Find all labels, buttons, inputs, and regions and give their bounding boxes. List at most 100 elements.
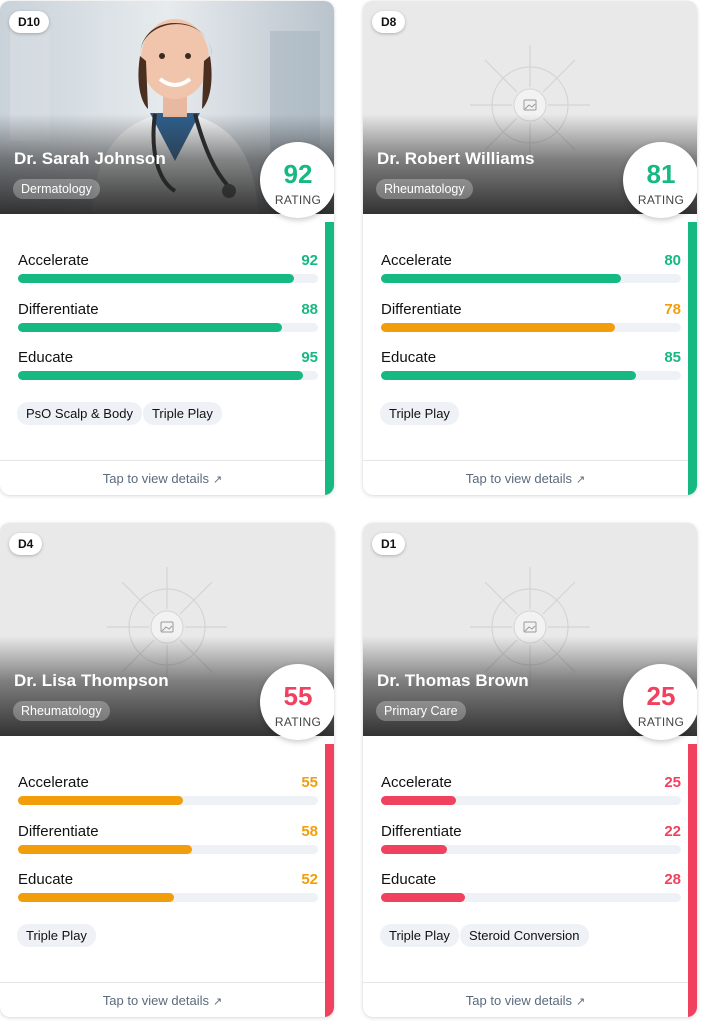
view-details-link[interactable]: Tap to view details ↗ [0,982,325,1017]
metric-value: 22 [664,823,681,840]
doctor-rank-badge: D4 [9,533,43,555]
metric-label: Differentiate [381,301,462,318]
metric-value: 52 [301,871,318,888]
metric-label: Educate [18,349,74,366]
rating-label: RATING [637,193,685,207]
doctor-rank-badge: D8 [372,11,406,33]
metric-progress-track [381,323,681,332]
metric-progress-track [381,893,681,902]
doctor-card[interactable]: Dr. Lisa Thompson Rheumatology D4 55 RATING A… [0,523,334,1017]
metric-label: Accelerate [18,774,89,791]
tag-chip: Triple Play [380,924,459,947]
metric-value: 55 [301,774,318,791]
metric-progress-track [18,893,318,902]
doctor-photo: Dr. Sarah Johnson Dermatology D10 [0,1,334,214]
view-details-link[interactable]: Tap to view details ↗ [363,460,688,495]
tag-list: Triple Play Steroid Conversion [380,924,590,947]
doctor-name: Dr. Sarah Johnson [14,149,166,168]
arrow-up-right-icon: ↗ [213,474,223,486]
metric-label: Educate [381,349,437,366]
metric-progress-track [381,845,681,854]
metric-progress-fill [381,893,465,902]
metric-progress-track [18,274,318,283]
metric-value: 25 [664,774,681,791]
metric-value: 88 [301,301,318,318]
metric-progress-fill [381,371,636,380]
metric-progress-fill [18,893,174,902]
score-accent-bar [688,222,697,495]
rating-circle: 25 RATING [623,664,697,740]
arrow-up-right-icon: ↗ [213,996,223,1008]
view-details-label: Tap to view details [102,993,209,1008]
tag-chip: PsO Scalp & Body [17,402,142,425]
metric-progress-track [381,274,681,283]
metric-label: Differentiate [18,823,99,840]
rating-value: 25 [646,681,676,711]
view-details-label: Tap to view details [465,471,572,486]
metric-label: Differentiate [18,301,99,318]
doctor-card[interactable]: Dr. Sarah Johnson Dermatology D10 92 RATING A… [0,1,334,495]
arrow-up-right-icon: ↗ [576,996,586,1008]
metric-value: 85 [664,349,681,366]
doctor-name: Dr. Lisa Thompson [14,671,169,690]
tag-chip: Triple Play [17,924,96,947]
rating-label: RATING [637,715,685,729]
image-placeholder-icon [470,45,590,165]
view-details-label: Tap to view details [465,993,572,1008]
rating-value: 81 [646,159,676,189]
rating-circle: 55 RATING [260,664,334,740]
doctor-card[interactable]: Dr. Thomas Brown Primary Care D1 25 RATING Ac… [363,523,697,1017]
doctor-name: Dr. Robert Williams [377,149,535,168]
view-details-link[interactable]: Tap to view details ↗ [363,982,688,1017]
metric-label: Educate [18,871,74,888]
doctor-rank-badge: D10 [9,11,50,33]
metric-progress-track [18,845,318,854]
metric-label: Differentiate [381,823,462,840]
doctor-rank-badge: D1 [372,533,406,555]
tag-chip: Triple Play [380,402,459,425]
rating-value: 55 [283,681,313,711]
metric-value: 80 [664,252,681,269]
metric-label: Accelerate [381,252,452,269]
metric-progress-fill [18,323,282,332]
view-details-link[interactable]: Tap to view details ↗ [0,460,325,495]
rating-value: 92 [283,159,313,189]
specialty-badge: Dermatology [13,179,100,199]
arrow-up-right-icon: ↗ [576,474,586,486]
metric-progress-track [381,796,681,805]
metric-progress-fill [18,845,192,854]
metric-progress-track [381,371,681,380]
metric-value: 92 [301,252,318,269]
rating-label: RATING [274,193,322,207]
doctor-card[interactable]: Dr. Robert Williams Rheumatology D8 81 RATIN… [363,1,697,495]
score-accent-bar [325,744,334,1017]
metric-value: 78 [664,301,681,318]
metric-progress-fill [18,371,303,380]
specialty-badge: Rheumatology [376,179,473,199]
metric-label: Educate [381,871,437,888]
view-details-label: Tap to view details [102,471,209,486]
rating-label: RATING [274,715,322,729]
metric-progress-fill [381,796,456,805]
metric-value: 28 [664,871,681,888]
score-accent-bar [688,744,697,1017]
tag-list: Triple Play [380,402,460,425]
rating-circle: 81 RATING [623,142,697,218]
doctor-name: Dr. Thomas Brown [377,671,529,690]
tag-list: PsO Scalp & Body Triple Play [17,402,223,425]
metric-progress-track [18,371,318,380]
tag-chip: Triple Play [142,402,222,425]
metric-value: 95 [301,349,318,366]
specialty-badge: Primary Care [376,701,466,721]
metric-label: Accelerate [18,252,89,269]
metric-progress-fill [381,845,447,854]
metric-progress-fill [381,274,621,283]
metric-progress-track [18,796,318,805]
metric-progress-track [18,323,318,332]
score-accent-bar [325,222,334,495]
tag-list: Triple Play [17,924,97,947]
specialty-badge: Rheumatology [13,701,110,721]
tag-chip: Steroid Conversion [459,924,589,947]
rating-circle: 92 RATING [260,142,334,218]
metric-progress-fill [381,323,615,332]
